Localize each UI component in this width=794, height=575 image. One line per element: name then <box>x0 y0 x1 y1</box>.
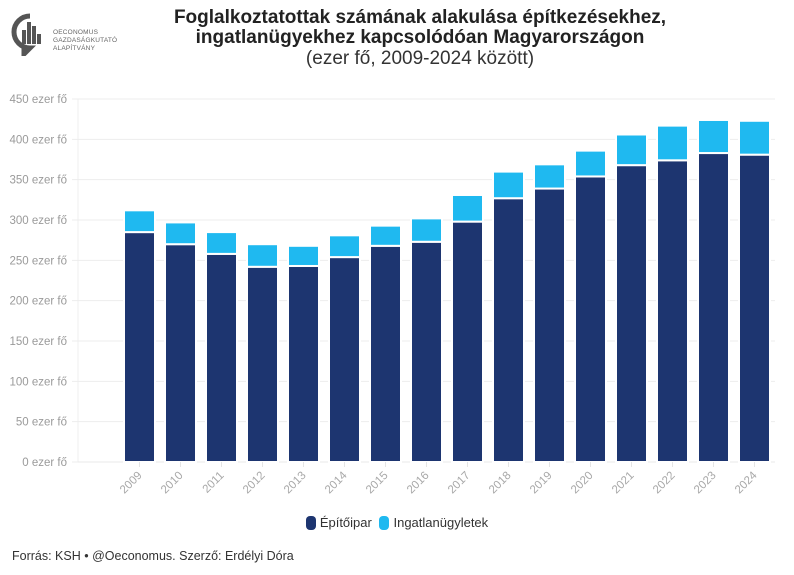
x-tick-label: 2009 <box>118 470 145 497</box>
x-tick-label: 2017 <box>446 470 473 497</box>
bar-ingatlanugyletek-2015[interactable] <box>369 224 402 247</box>
title-line-1: Foglalkoztatottak számának alakulása épí… <box>173 7 667 28</box>
y-axis-ticks: 0 ezer fő 50 ezer fő 100 ezer fő 150 ezer f… <box>9 94 67 469</box>
y-tick-label: 250 ezer fő <box>9 255 67 267</box>
bar-ingatlanugyletek-2014[interactable] <box>328 234 361 259</box>
bar-epitoipar-2017[interactable] <box>451 220 484 463</box>
x-tick-label: 2010 <box>159 470 186 497</box>
bar-epitoipar-2024[interactable] <box>738 153 771 463</box>
legend: Építőipar Ingatlanügyletek <box>0 515 794 533</box>
x-tick-label: 2012 <box>241 470 268 497</box>
bar-ingatlanugyletek-2017[interactable] <box>451 193 484 223</box>
bar-ingatlanugyletek-2016[interactable] <box>410 217 443 243</box>
y-tick-label: 0 ezer fő <box>22 457 67 469</box>
y-tick-label: 150 ezer fő <box>9 336 67 348</box>
bar-ingatlanugyletek-2010[interactable] <box>164 221 197 246</box>
bars <box>123 118 771 464</box>
x-tick-label: 2014 <box>323 469 350 496</box>
logo-line-3: ALAPÍTVÁNY <box>53 45 96 52</box>
legend-item-epitoipar[interactable]: Építőipar <box>305 515 372 530</box>
bar-epitoipar-2009[interactable] <box>123 231 156 463</box>
bar-ingatlanugyletek-2013[interactable] <box>287 244 320 267</box>
logo-line-1: OECONOMUS <box>53 29 99 36</box>
y-tick-label: 300 ezer fő <box>9 215 67 227</box>
x-tick-label: 2021 <box>610 470 637 497</box>
bar-ingatlanugyletek-2019[interactable] <box>533 163 566 190</box>
x-tick-label: 2016 <box>405 470 432 497</box>
logo: OECONOMUS GAZDASÁGKUTATÓ ALAPÍTVÁNY <box>10 12 117 61</box>
x-tick-label: 2020 <box>569 470 596 497</box>
oeconomus-logo-icon <box>11 13 41 61</box>
y-tick-label: 200 ezer fő <box>9 296 67 308</box>
bar-ingatlanugyletek-2024[interactable] <box>738 119 771 156</box>
x-tick-label: 2022 <box>651 470 678 497</box>
bar-ingatlanugyletek-2009[interactable] <box>123 209 156 234</box>
y-tick-label: 450 ezer fő <box>9 94 67 106</box>
x-tick-label: 2013 <box>282 470 309 497</box>
legend-label-epitoipar: Építőipar <box>319 515 372 530</box>
legend-item-ingatlanugyletek[interactable]: Ingatlanügyletek <box>379 515 488 530</box>
chart-title: Foglalkoztatottak számának alakulása épí… <box>150 8 690 70</box>
y-tick-label: 50 ezer fő <box>16 417 67 429</box>
legend-swatch-ingatlanugyletek <box>379 515 390 530</box>
bar-epitoipar-2023[interactable] <box>697 152 730 463</box>
bar-epitoipar-2019[interactable] <box>533 187 566 463</box>
bar-epitoipar-2022[interactable] <box>656 159 689 463</box>
bar-ingatlanugyletek-2012[interactable] <box>246 243 279 268</box>
y-tick-label: 400 ezer fő <box>9 134 67 146</box>
bar-epitoipar-2010[interactable] <box>164 243 197 463</box>
bar-epitoipar-2018[interactable] <box>492 197 525 463</box>
bar-ingatlanugyletek-2018[interactable] <box>492 170 525 200</box>
bar-epitoipar-2011[interactable] <box>205 252 238 463</box>
y-tick-label: 350 ezer fő <box>9 175 67 187</box>
x-tick-label: 2024 <box>733 469 760 496</box>
y-tick-label: 100 ezer fő <box>9 376 67 388</box>
bar-ingatlanugyletek-2011[interactable] <box>205 231 238 255</box>
x-tick-label: 2019 <box>528 470 555 497</box>
bar-epitoipar-2016[interactable] <box>410 240 443 463</box>
x-tick-label: 2018 <box>487 470 514 497</box>
bar-ingatlanugyletek-2022[interactable] <box>656 124 689 162</box>
bar-ingatlanugyletek-2020[interactable] <box>574 149 607 178</box>
source-credit: Forrás: KSH • @Oeconomus. Szerző: Erdély… <box>12 549 294 563</box>
bar-epitoipar-2014[interactable] <box>328 256 361 463</box>
bar-epitoipar-2020[interactable] <box>574 175 607 463</box>
chart-subtitle: (ezer fő, 2009-2024 között) <box>305 48 535 69</box>
x-tick-label: 2011 <box>201 470 227 496</box>
bar-ingatlanugyletek-2023[interactable] <box>697 118 730 155</box>
bar-chart: 0 ezer fő 50 ezer fő 100 ezer fő 150 ezer f… <box>9 94 775 496</box>
logo-text: OECONOMUS GAZDASÁGKUTATÓ ALAPÍTVÁNY <box>53 29 117 53</box>
x-tick-label: 2023 <box>692 470 719 497</box>
x-axis-ticks: 2009 2010 2011 2012 2013 2014 2015 2016 2017 2018… <box>118 462 760 496</box>
bar-epitoipar-2015[interactable] <box>369 244 402 463</box>
legend-label-ingatlanugyletek: Ingatlanügyletek <box>393 515 489 530</box>
logo-line-2: GAZDASÁGKUTATÓ <box>53 37 118 44</box>
bar-ingatlanugyletek-2021[interactable] <box>615 133 648 167</box>
bar-epitoipar-2012[interactable] <box>246 265 279 463</box>
legend-swatch-epitoipar <box>305 515 316 530</box>
bar-epitoipar-2021[interactable] <box>615 164 648 463</box>
title-line-2: ingatlanügyekhez kapcsolódóan Magyarorsz… <box>195 27 645 48</box>
x-tick-label: 2015 <box>364 470 391 497</box>
bar-epitoipar-2013[interactable] <box>287 264 320 464</box>
